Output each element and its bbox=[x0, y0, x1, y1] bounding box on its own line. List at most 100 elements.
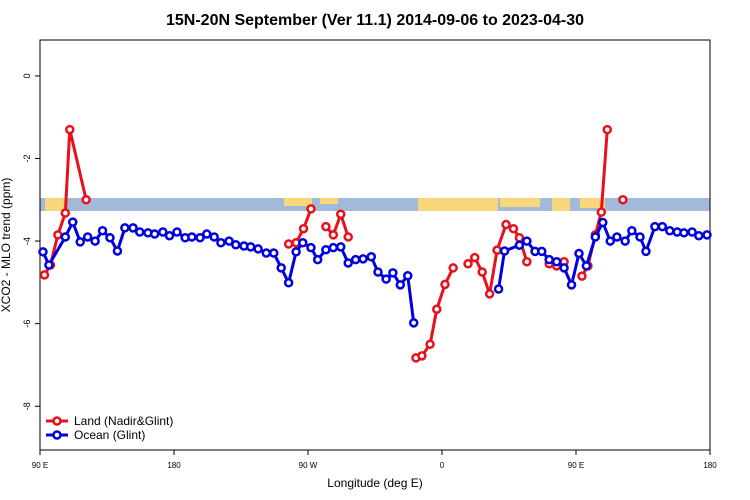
y-tick-label: 0 bbox=[22, 73, 32, 78]
data-point bbox=[65, 124, 75, 135]
data-point bbox=[158, 227, 168, 237]
data-point bbox=[627, 226, 637, 236]
data-point bbox=[231, 240, 241, 250]
data-point bbox=[679, 228, 689, 238]
data-point bbox=[68, 217, 78, 227]
data-point bbox=[635, 232, 645, 242]
data-point bbox=[484, 289, 495, 299]
data-point bbox=[321, 244, 331, 255]
data-point bbox=[306, 204, 316, 214]
data-point bbox=[75, 237, 85, 247]
y-axis-label: XCO2 - MLO trend (ppm) bbox=[0, 178, 13, 313]
data-point bbox=[312, 254, 323, 265]
data-point bbox=[381, 274, 391, 284]
data-point bbox=[477, 267, 487, 277]
data-point bbox=[581, 261, 592, 271]
data-point bbox=[440, 279, 450, 290]
chart-title: 15N-20N September (Ver 11.1) 2014-09-06 … bbox=[166, 12, 584, 29]
data-point bbox=[514, 233, 525, 243]
data-point bbox=[187, 232, 197, 242]
data-point bbox=[336, 209, 346, 219]
data-point bbox=[544, 254, 554, 265]
data-point bbox=[172, 227, 182, 237]
data-point bbox=[343, 232, 353, 242]
land-patch bbox=[320, 198, 338, 204]
data-point bbox=[501, 219, 511, 230]
data-point bbox=[135, 227, 145, 237]
x-tick-label: 90 E bbox=[32, 461, 48, 470]
data-point bbox=[577, 271, 587, 281]
land-patch bbox=[580, 198, 605, 208]
data-point bbox=[261, 248, 272, 258]
data-point bbox=[328, 242, 339, 253]
x-tick-label: 0 bbox=[440, 461, 445, 470]
data-point bbox=[60, 208, 71, 218]
data-point bbox=[598, 217, 608, 228]
data-point bbox=[425, 339, 435, 350]
data-point bbox=[395, 280, 406, 290]
data-point bbox=[350, 254, 361, 265]
data-point bbox=[448, 263, 458, 273]
data-point bbox=[596, 207, 607, 217]
land-patch bbox=[284, 198, 312, 206]
data-point bbox=[522, 236, 532, 246]
data-point bbox=[195, 233, 205, 243]
land-patch bbox=[45, 198, 65, 211]
data-point bbox=[149, 229, 160, 239]
data-point bbox=[388, 268, 398, 278]
data-point bbox=[321, 221, 331, 232]
data-point bbox=[493, 284, 504, 294]
legend-marker bbox=[52, 416, 62, 426]
data-point bbox=[44, 260, 54, 270]
data-point bbox=[408, 318, 419, 328]
data-point bbox=[602, 124, 613, 135]
x-axis-label: Longitude (deg E) bbox=[327, 476, 422, 490]
map-strip bbox=[40, 198, 710, 211]
data-point bbox=[537, 246, 547, 257]
y-tick-label: -8 bbox=[22, 402, 32, 410]
data-point bbox=[650, 221, 660, 232]
data-point bbox=[53, 230, 63, 240]
data-point bbox=[216, 237, 226, 248]
data-point bbox=[283, 278, 294, 288]
data-point bbox=[499, 246, 510, 256]
data-point bbox=[245, 242, 256, 252]
data-point bbox=[81, 195, 91, 205]
data-point bbox=[551, 256, 562, 267]
data-point bbox=[618, 195, 628, 205]
y-tick-label: -2 bbox=[22, 154, 32, 162]
data-point bbox=[694, 230, 704, 241]
data-point bbox=[702, 230, 712, 240]
data-point bbox=[657, 221, 668, 232]
data-point bbox=[522, 256, 532, 267]
data-point bbox=[38, 247, 48, 257]
data-point bbox=[39, 270, 50, 280]
data-point bbox=[276, 263, 286, 273]
data-point bbox=[291, 247, 301, 257]
data-point bbox=[366, 252, 377, 262]
x-tick-label: 180 bbox=[167, 461, 181, 470]
data-point bbox=[298, 223, 309, 234]
legend-label: Land (Nadir&Glint) bbox=[74, 414, 173, 428]
data-point bbox=[417, 351, 427, 361]
legend-label: Ocean (Glint) bbox=[74, 428, 145, 442]
x-tick-label: 180 bbox=[703, 461, 717, 470]
data-point bbox=[687, 227, 697, 237]
data-point bbox=[403, 271, 413, 281]
data-point bbox=[97, 226, 108, 236]
data-point bbox=[343, 258, 353, 268]
y-tick-label: -6 bbox=[22, 320, 32, 328]
land-patch bbox=[500, 198, 540, 207]
data-point bbox=[253, 244, 263, 254]
data-point bbox=[269, 248, 279, 258]
ocean-strip bbox=[40, 198, 710, 211]
data-point bbox=[665, 226, 675, 236]
data-point bbox=[283, 239, 294, 249]
data-point bbox=[60, 232, 71, 242]
data-point bbox=[566, 280, 577, 290]
data-point bbox=[612, 232, 622, 242]
data-point bbox=[590, 232, 601, 242]
data-point bbox=[574, 248, 584, 259]
data-point bbox=[492, 245, 502, 255]
data-point bbox=[463, 259, 473, 269]
